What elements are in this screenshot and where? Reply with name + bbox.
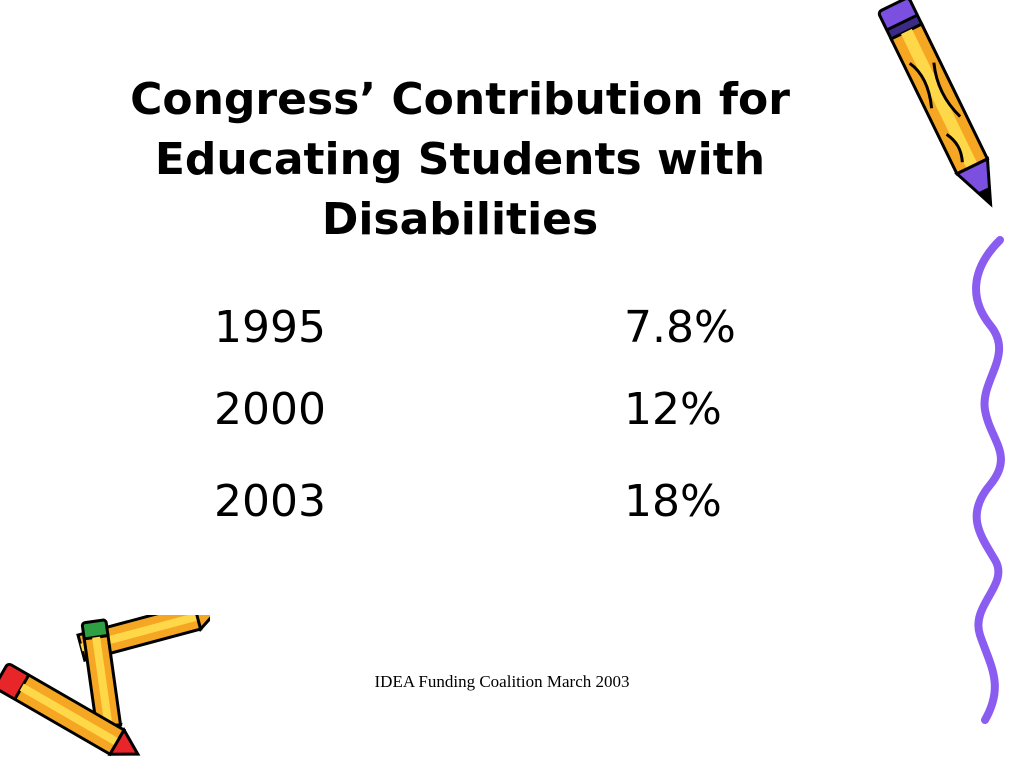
table-row: 1995 7.8% [214, 302, 774, 384]
title-line-1: Congress’ Contribution for [130, 74, 790, 125]
year-cell: 2000 [214, 384, 326, 435]
table-row: 2000 12% [214, 384, 774, 476]
percent-cell: 12% [624, 384, 722, 435]
title-line-3: Disabilities [321, 194, 599, 245]
pencils-icon [0, 615, 210, 757]
pencil-icon [877, 0, 993, 208]
year-cell: 2003 [214, 476, 326, 527]
slide-title: Congress’ Contribution for Educating Stu… [110, 70, 810, 250]
year-cell: 1995 [214, 302, 326, 353]
percent-cell: 7.8% [624, 302, 736, 353]
slide-footer: IDEA Funding Coalition March 2003 [374, 672, 630, 691]
contribution-table: 1995 7.8% 2000 12% 2003 18% [214, 302, 774, 562]
percent-cell: 18% [624, 476, 722, 527]
title-line-2: Educating Students with [154, 134, 766, 185]
squiggle-line [972, 236, 1005, 724]
table-row: 2003 18% [214, 476, 774, 562]
